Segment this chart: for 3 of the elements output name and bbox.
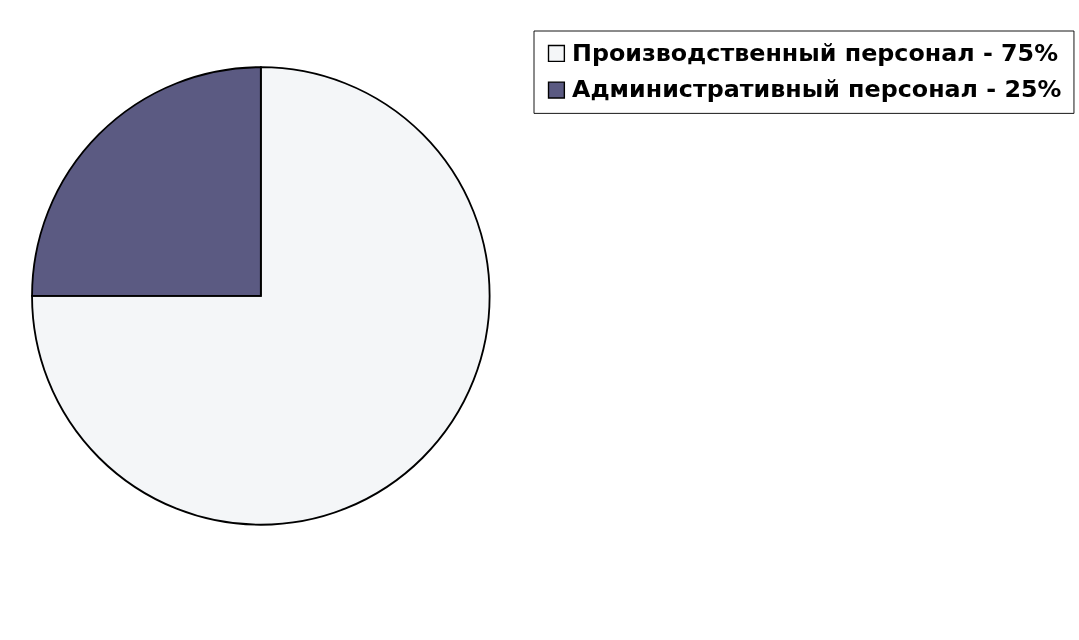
legend-label: Административный персонал - 25% — [571, 75, 1062, 104]
pie-slice — [31, 66, 491, 526]
legend-label: Производственный персонал - 75% — [571, 38, 1059, 67]
